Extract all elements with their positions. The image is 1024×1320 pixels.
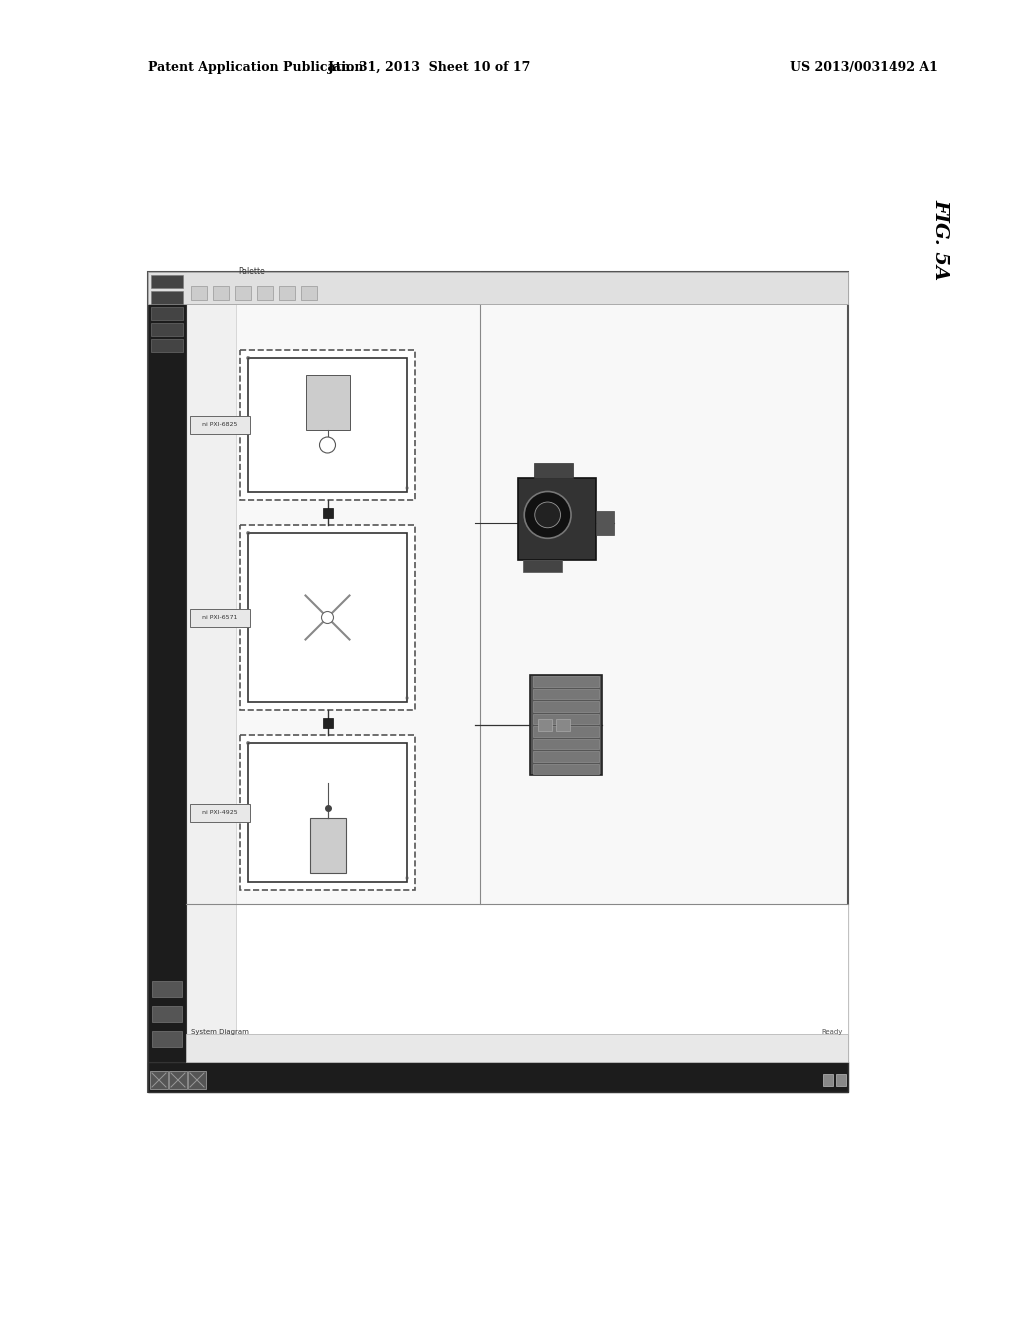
Bar xyxy=(186,272,236,1063)
Circle shape xyxy=(535,502,560,528)
Bar xyxy=(188,1071,206,1089)
Bar xyxy=(309,817,345,873)
Bar xyxy=(534,689,599,700)
Text: ni PXI-6825: ni PXI-6825 xyxy=(203,422,238,428)
Bar xyxy=(323,718,333,727)
Bar xyxy=(538,719,552,731)
Bar xyxy=(248,743,407,882)
Bar xyxy=(823,1074,833,1086)
Text: o: o xyxy=(246,531,250,536)
Bar xyxy=(240,525,415,710)
Bar xyxy=(169,1071,187,1089)
Text: *: * xyxy=(404,696,410,705)
Bar xyxy=(148,272,186,1063)
Circle shape xyxy=(319,437,336,453)
Bar xyxy=(534,738,599,748)
Text: ni PXI-6571: ni PXI-6571 xyxy=(203,615,238,620)
Bar xyxy=(150,1071,168,1089)
Bar xyxy=(151,308,183,319)
Bar xyxy=(148,272,848,304)
Bar xyxy=(213,286,229,300)
Text: ni PXI-4925: ni PXI-4925 xyxy=(202,810,238,814)
Bar xyxy=(151,323,183,337)
Bar xyxy=(152,1031,182,1047)
Bar xyxy=(534,463,572,478)
Bar xyxy=(151,275,183,288)
Circle shape xyxy=(524,491,571,539)
Bar xyxy=(148,272,848,1092)
Bar xyxy=(534,701,599,711)
Bar xyxy=(240,350,415,500)
Bar xyxy=(534,676,599,686)
Bar xyxy=(191,286,207,300)
Bar xyxy=(556,719,570,731)
Bar xyxy=(305,375,349,430)
Bar xyxy=(151,290,183,304)
Bar xyxy=(534,751,599,762)
Bar xyxy=(523,560,562,572)
Bar xyxy=(279,286,295,300)
Bar xyxy=(152,981,182,997)
Text: US 2013/0031492 A1: US 2013/0031492 A1 xyxy=(790,62,938,74)
Bar xyxy=(596,511,614,536)
Bar xyxy=(190,804,250,821)
Bar xyxy=(518,478,596,560)
Bar xyxy=(836,1074,846,1086)
Text: o: o xyxy=(246,741,250,746)
Bar xyxy=(152,1006,182,1022)
Text: Palette: Palette xyxy=(238,268,265,276)
Text: *: * xyxy=(404,486,410,495)
Bar xyxy=(240,735,415,890)
Bar xyxy=(257,286,273,300)
Bar xyxy=(236,904,848,1034)
Text: Patent Application Publication: Patent Application Publication xyxy=(148,62,364,74)
Bar xyxy=(534,726,599,737)
Bar xyxy=(323,507,333,517)
Text: FIG. 5A: FIG. 5A xyxy=(931,199,949,281)
Circle shape xyxy=(322,611,334,623)
Bar xyxy=(534,714,599,723)
Bar xyxy=(530,675,602,775)
Bar xyxy=(248,533,407,702)
Text: *: * xyxy=(404,875,410,884)
Text: Jan. 31, 2013  Sheet 10 of 17: Jan. 31, 2013 Sheet 10 of 17 xyxy=(329,62,531,74)
Bar xyxy=(301,286,317,300)
Bar xyxy=(248,358,407,492)
Bar xyxy=(534,763,599,774)
Bar xyxy=(234,286,251,300)
Text: Ready: Ready xyxy=(821,1030,843,1035)
Text: System Diagram: System Diagram xyxy=(191,1030,249,1035)
Bar xyxy=(151,339,183,352)
Bar xyxy=(190,416,250,434)
Bar xyxy=(148,1063,848,1092)
Bar xyxy=(186,1034,848,1063)
Bar xyxy=(190,609,250,627)
Text: o: o xyxy=(246,355,250,360)
